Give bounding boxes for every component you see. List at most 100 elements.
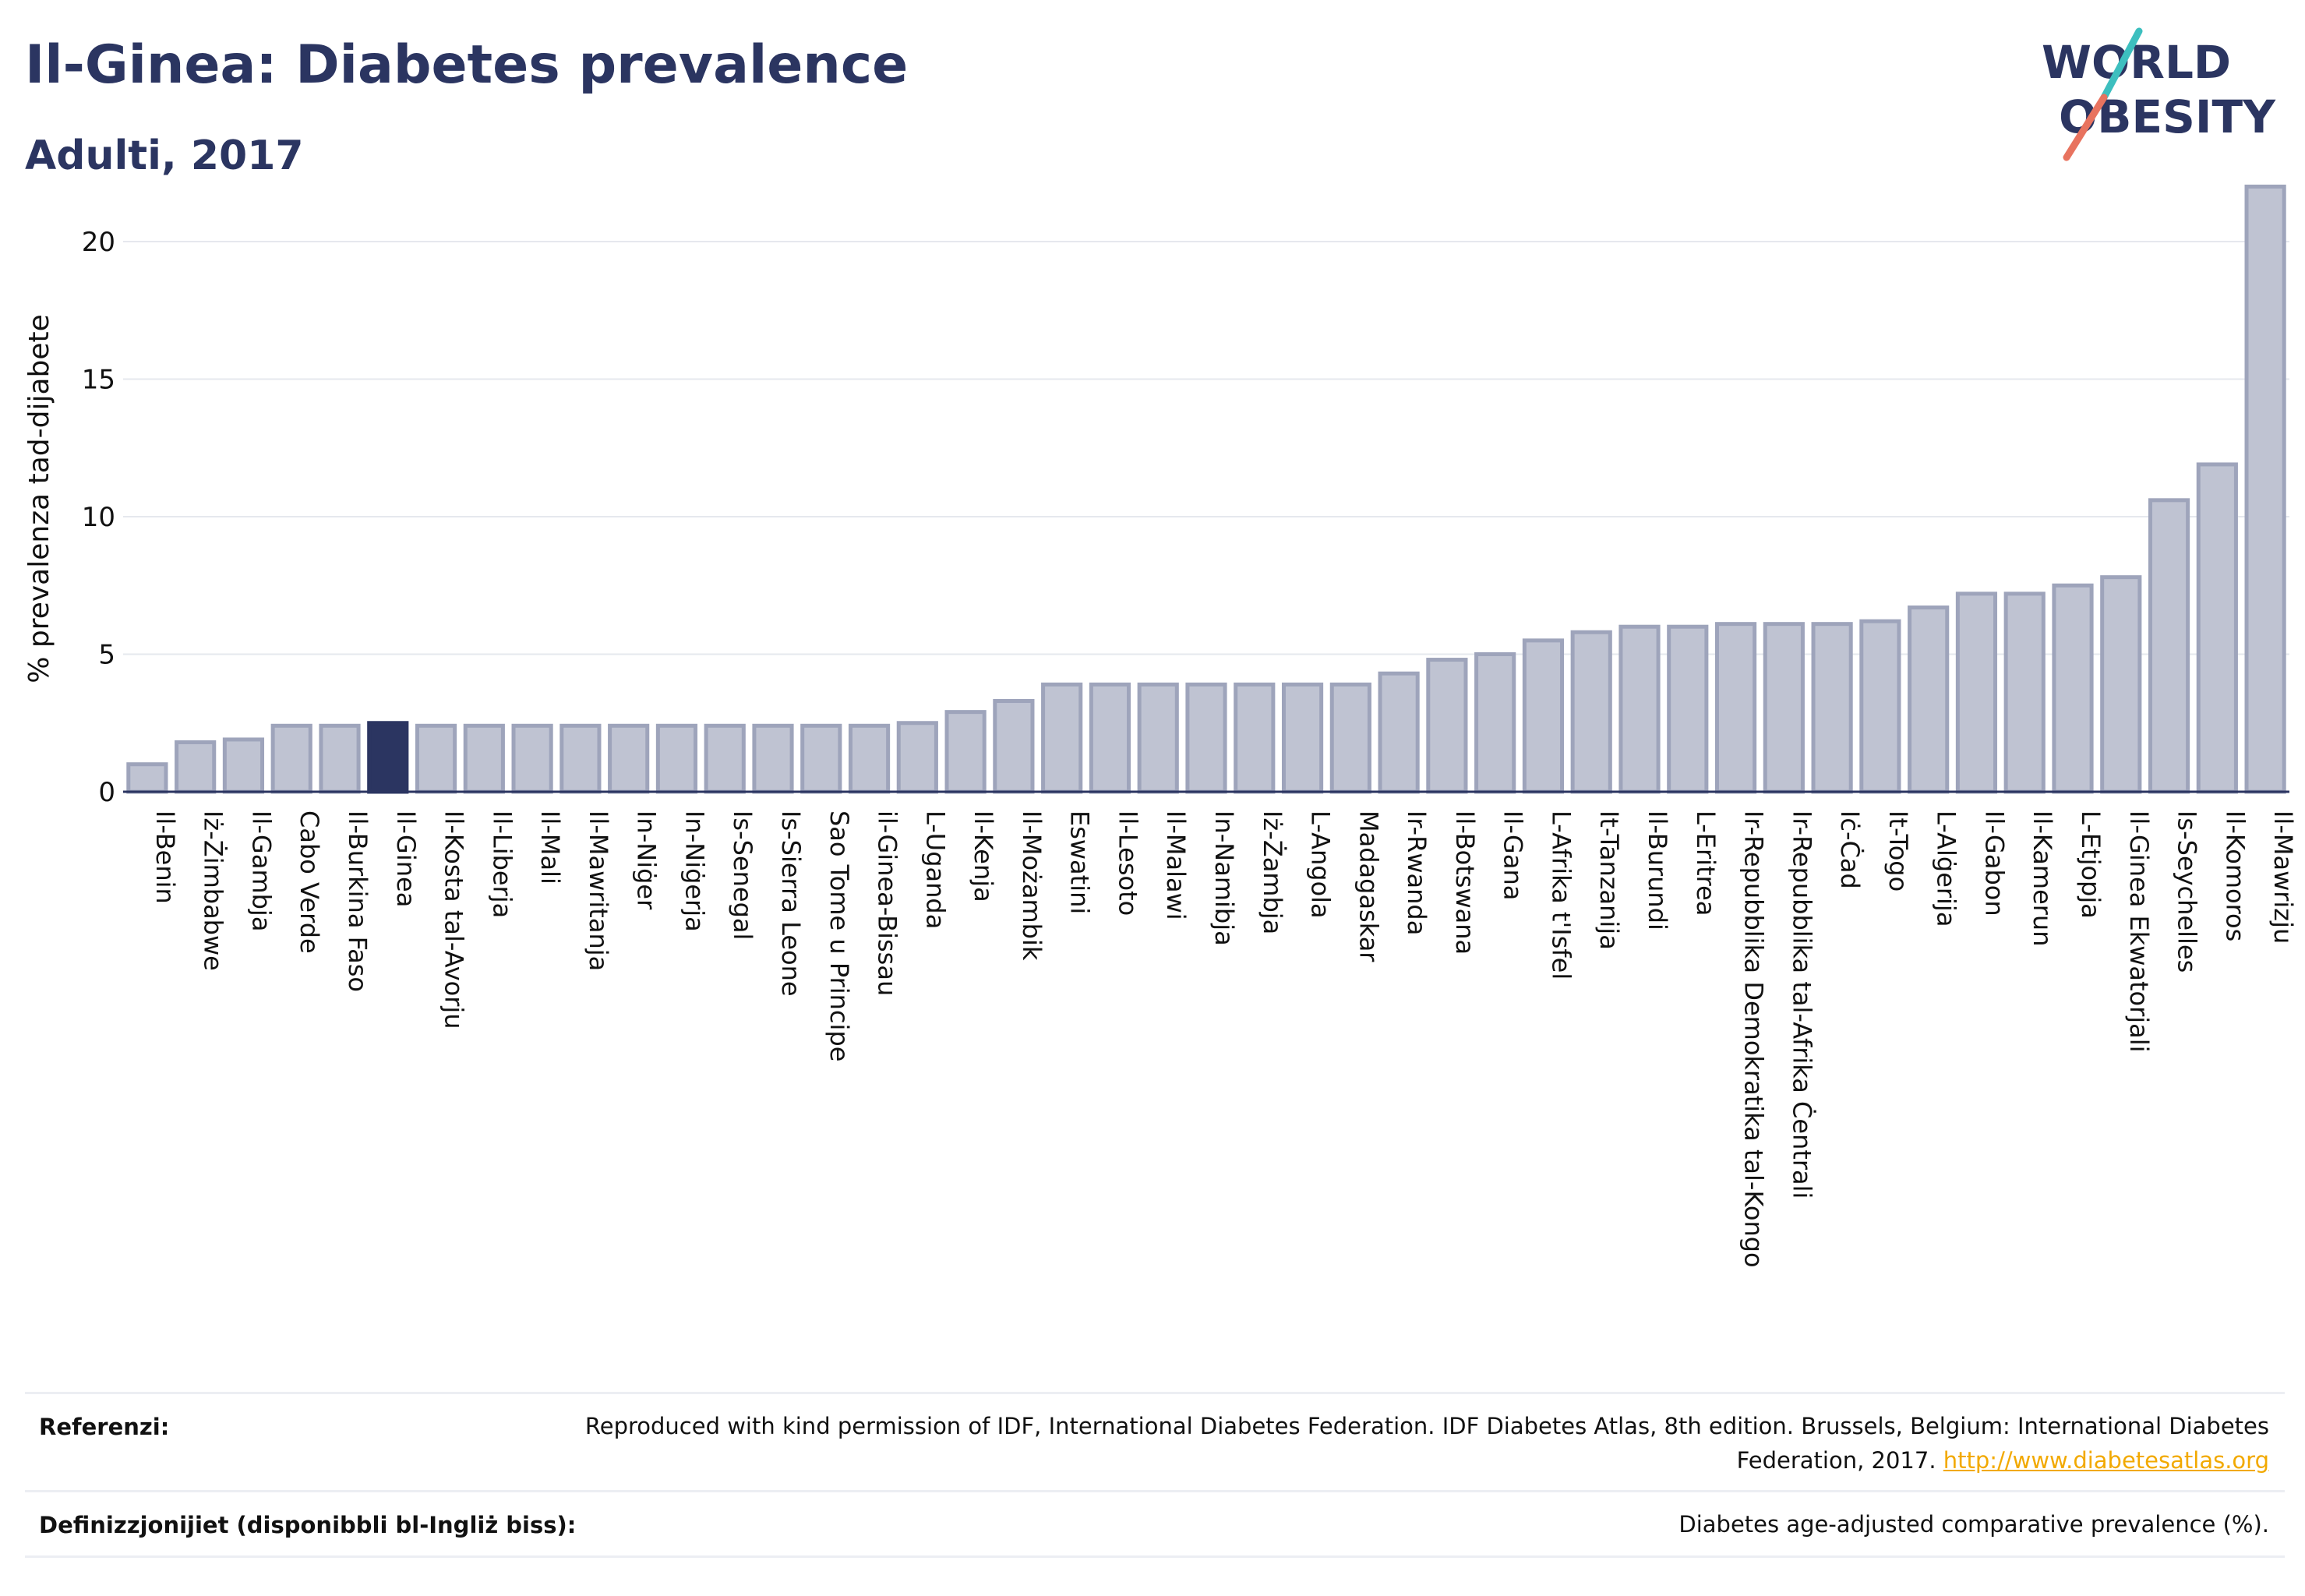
bar xyxy=(1955,591,1998,794)
bar xyxy=(2052,583,2094,794)
bar xyxy=(222,737,265,794)
x-tick-label: It-Tanzanija xyxy=(1594,810,1624,950)
x-tick-label: Il-Komoros xyxy=(2220,810,2250,941)
bar xyxy=(319,723,361,794)
logo-line-1: WORLD xyxy=(2042,36,2231,89)
bar xyxy=(1522,638,1565,794)
x-tick-label: Il-Mawrizju xyxy=(2268,810,2298,944)
bar-highlighted xyxy=(367,721,409,794)
bar xyxy=(608,723,650,794)
x-tick-label: Il-Kosta tal-Avorju xyxy=(439,810,469,1029)
bar xyxy=(1137,682,1179,794)
y-axis-ticks: 0 5 10 15 20 xyxy=(82,227,115,808)
x-tick-label: Il-Malawi xyxy=(1161,810,1191,920)
definitions-text: Diabetes age-adjusted comparative preval… xyxy=(1678,1511,2269,1538)
bar xyxy=(896,721,938,794)
bar xyxy=(2100,575,2142,794)
x-tick-label: Iċ-Ċad xyxy=(1835,810,1865,889)
x-tick-label: Il-Możambik xyxy=(1017,810,1047,961)
x-tick-label: Is-Seychelles xyxy=(2173,810,2202,973)
x-tick-label: Il-Ginea Ekwatorjali xyxy=(2124,810,2154,1053)
bar xyxy=(1185,682,1227,794)
bar xyxy=(993,699,1035,794)
bar xyxy=(1426,658,1468,794)
x-tick-label: L-Eritrea xyxy=(1691,810,1721,916)
world-obesity-logo: WORLD OBESITY xyxy=(2042,27,2276,161)
x-tick-label: Is-Sierra Leone xyxy=(776,810,806,997)
x-tick-label: Il-Gambja xyxy=(246,810,276,931)
bar xyxy=(752,723,794,794)
footer-divider-top xyxy=(25,1392,2285,1394)
bar xyxy=(848,723,891,794)
x-tick-label: In-Niġerja xyxy=(679,810,709,932)
footer-divider-bottom xyxy=(25,1555,2285,1558)
bar xyxy=(2003,591,2046,794)
bar xyxy=(1234,682,1276,794)
x-tick-label: L-Etjopja xyxy=(2076,810,2106,919)
chart-title: Il-Ginea: Diabetes prevalence xyxy=(25,34,909,96)
bar xyxy=(463,723,505,794)
bar xyxy=(1859,619,1901,794)
x-tick-label: Il-Ginea xyxy=(391,810,421,907)
bar xyxy=(511,723,553,794)
x-tick-label: Il-Mali xyxy=(535,810,565,885)
x-tick-label: Ir-Rwanda xyxy=(1402,810,1431,935)
bar xyxy=(1474,652,1516,794)
bar xyxy=(1281,682,1324,794)
definitions-label: Definizzjonijiet (disponibbli bl-Ingliż … xyxy=(39,1512,577,1538)
x-tick-label: Il-Kenja xyxy=(969,810,998,902)
x-tick-label: Il-Botswana xyxy=(1450,810,1480,955)
bar xyxy=(1714,622,1757,794)
x-tick-label: Ir-Repubblika Demokratika tal-Kongo xyxy=(1739,810,1769,1268)
references-body: Reproduced with kind permission of IDF, … xyxy=(584,1413,2269,1474)
x-tick-label: Iż-Żambja xyxy=(1258,810,1287,934)
bar xyxy=(2244,184,2286,794)
x-tick-label: Il-Burkina Faso xyxy=(343,810,372,992)
x-tick-label: L-Alġerija xyxy=(1932,810,1961,927)
x-tick-label: L-Uganda xyxy=(920,810,950,929)
x-tick-label: Il-Kamerun xyxy=(2028,810,2057,946)
x-tick-label: Il-Mawritanja xyxy=(584,810,613,971)
bar xyxy=(175,740,217,794)
x-tick-label: Madagaskar xyxy=(1354,810,1383,962)
bar xyxy=(1811,622,1853,794)
bar xyxy=(126,762,168,794)
bar xyxy=(415,723,457,794)
bar xyxy=(1378,671,1420,794)
x-tick-label: Iż-Żimbabwe xyxy=(199,810,228,971)
x-tick-label: Ir-Repubblika tal-Afrika Ċentrali xyxy=(1787,810,1816,1199)
x-tick-label: Eswatini xyxy=(1065,810,1095,914)
x-axis-ticks: Il-Benin Iż-Żimbabwe Il-Gambja Cabo Verde Il… xyxy=(150,810,2298,1268)
x-tick-label: In-Niġer xyxy=(632,810,662,910)
bar xyxy=(1618,624,1661,794)
y-tick-label: 10 xyxy=(82,502,115,533)
y-tick-label: 5 xyxy=(98,640,115,671)
bar xyxy=(1763,622,1805,794)
bar xyxy=(1667,624,1709,794)
bar xyxy=(1089,682,1131,794)
x-tick-label: L-Afrika t'Isfel xyxy=(1546,810,1576,980)
footer-divider-middle xyxy=(25,1490,2285,1492)
references-label: Referenzi: xyxy=(39,1414,170,1440)
definitions-row: Definizzjonijiet (disponibbli bl-Ingliż … xyxy=(25,1490,2285,1557)
references-row: Referenzi: Reproduced with kind permissi… xyxy=(25,1392,2285,1488)
logo-slash-teal-icon xyxy=(2100,27,2143,101)
y-axis-label: % prevalenza tad-dijabete xyxy=(23,314,55,683)
bar xyxy=(559,723,602,794)
bar xyxy=(704,723,746,794)
bar xyxy=(1908,605,1950,794)
bar xyxy=(1041,682,1083,794)
x-tick-label: Il-Benin xyxy=(150,810,180,904)
x-tick-label: Il-Lesoto xyxy=(1113,810,1142,916)
references-link[interactable]: http://www.diabetesatlas.org xyxy=(1943,1447,2269,1474)
x-tick-label: Sao Tome u Principe xyxy=(824,810,854,1061)
x-tick-label: L-Angola xyxy=(1306,810,1336,919)
bar xyxy=(2148,498,2190,794)
references-text: Reproduced with kind permission of IDF, … xyxy=(555,1409,2269,1478)
logo-slash-coral-icon xyxy=(2063,94,2108,161)
y-tick-label: 0 xyxy=(98,777,115,808)
x-tick-label: Il-Gabon xyxy=(1979,810,2009,916)
chart-subtitle: Adulti, 2017 xyxy=(25,132,304,179)
x-tick-label: It-Togo xyxy=(1883,810,1913,892)
bar-chart: 0 5 10 15 20 Il-Benin Iż-Żimbabwe Il-Gambja Cab… xyxy=(23,184,2298,1268)
